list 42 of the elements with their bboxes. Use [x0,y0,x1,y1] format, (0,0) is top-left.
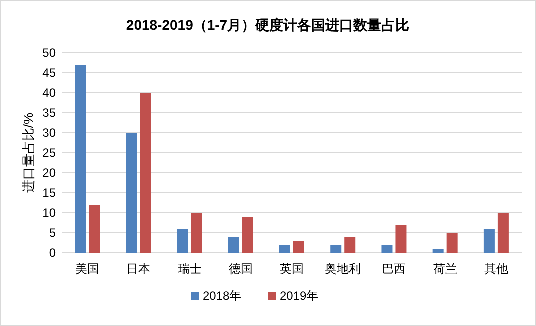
bar [294,241,304,253]
bar [177,229,188,253]
bar [344,237,356,253]
x-tick-label: 瑞士 [178,262,202,276]
x-tick-label: 日本 [126,262,151,276]
bar [140,93,152,253]
x-tick-label: 奥地利 [325,262,362,276]
y-axis-title: 进口量占比/% [21,112,36,194]
y-tick-label: 50 [42,46,56,60]
bar [446,233,458,253]
bar [484,229,495,253]
x-tick-label: 巴西 [382,262,406,276]
x-tick-label: 荷兰 [433,262,458,276]
y-tick-label: 45 [42,66,56,80]
bar [242,217,254,253]
x-tick-label: 德国 [228,262,253,276]
y-tick-label: 20 [42,166,56,180]
x-tick-label: 英国 [280,262,304,276]
bar [228,237,240,253]
y-tick-label: 5 [49,226,56,240]
bar [330,245,342,253]
bar [498,213,509,253]
bar [382,245,393,253]
y-tick-label: 10 [42,206,56,220]
chart-title: 2018-2019（1-7月）硬度计各国进口数量占比 [126,17,410,33]
y-tick-label: 30 [42,126,56,140]
x-tick-label: 美国 [76,262,100,276]
bar [126,133,138,253]
bar [89,205,100,253]
bar [75,65,86,253]
bar [396,225,407,253]
y-tick-label: 0 [49,246,56,260]
x-tick-label: 其他 [484,262,508,276]
bar [191,213,202,253]
y-tick-label: 25 [42,146,56,160]
legend-label: 2019年 [280,289,319,303]
bar [280,245,290,253]
y-tick-label: 15 [42,186,56,200]
bar [432,249,444,253]
y-tick-label: 40 [42,86,56,100]
y-tick-label: 35 [42,106,56,120]
legend-label: 2018年 [203,289,242,303]
